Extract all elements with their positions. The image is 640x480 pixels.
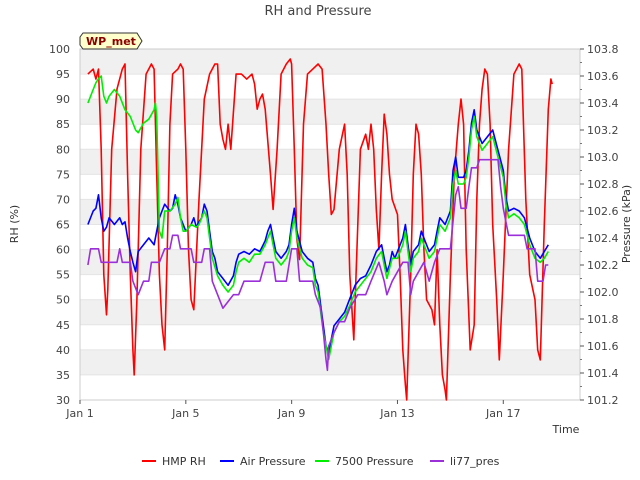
legend: HMP RH Air Pressure 7500 Pressure li77_pres [142,455,500,468]
y-tick-label-right: 103.2 [587,124,619,137]
y-tick-label-left: 35 [56,369,70,382]
grid-band [80,149,580,175]
x-tick-label: Jan 17 [485,407,520,420]
y-tick-label-left: 85 [56,118,70,131]
x-tick-label: Jan 13 [379,407,414,420]
y-tick-label-right: 101.4 [587,367,619,380]
y-tick-label-right: 101.6 [587,340,619,353]
series-line-li77-pres [87,158,549,372]
legend-item: Air Pressure [220,455,306,468]
y-tick-label-left: 60 [56,244,70,257]
series-lines [87,58,553,401]
x-tick-label: Jan 5 [171,407,199,420]
y-tick-label-left: 95 [56,68,70,81]
y-tick-label-right: 102.0 [587,286,619,299]
station-badge-box [79,32,143,50]
y-tick-label-right: 103.8 [587,43,619,56]
legend-label: Air Pressure [240,455,306,468]
x-tick-label: Jan 1 [65,407,93,420]
grid-band [80,49,580,75]
y-tick-label-left: 40 [56,344,70,357]
y-tick-label-right: 102.4 [587,232,619,245]
y-axis-label-right: Pressure (kPa) [620,185,633,263]
y-axis-right: 101.2 101.4 101.6 101.8 102.0 102.2 102.4 102.6… [580,43,619,407]
y-tick-label-left: 100 [49,43,70,56]
y-tick-label-left: 45 [56,319,70,332]
y-tick-label-left: 70 [56,193,70,206]
y-tick-label-left: 90 [56,93,70,106]
y-axis-left: 30 35 40 45 50 55 60 65 70 75 80 85 90 95 100 [49,43,70,407]
y-tick-label-left: 55 [56,269,70,282]
legend-label: HMP RH [162,455,206,468]
legend-label: li77_pres [450,455,500,468]
series-line-7500-pressure [87,75,549,361]
y-axis-label-left: RH (%) [8,205,21,243]
chart-title: RH and Pressure [264,4,371,19]
y-tick-label-left: 80 [56,143,70,156]
legend-item: li77_pres [430,455,500,468]
y-tick-label-right: 103.0 [587,151,619,164]
station-badge: WP_met [79,32,143,50]
y-tick-label-left: 30 [56,394,70,407]
legend-item: 7500 Pressure [315,455,414,468]
x-tick-label: Jan 9 [277,407,305,420]
y-tick-label-right: 102.8 [587,178,619,191]
y-tick-label-right: 101.8 [587,313,619,326]
y-tick-label-right: 103.4 [587,97,619,110]
legend-item: HMP RH [142,455,206,468]
y-tick-label-left: 75 [56,168,70,181]
y-tick-label-left: 50 [56,294,70,307]
legend-label: 7500 Pressure [335,455,414,468]
x-axis: Jan 1 Jan 5 Jan 9 Jan 13 Jan 17 [65,400,521,420]
grid-band [80,299,580,325]
station-badge-label: WP_met [86,35,136,48]
y-tick-label-right: 102.6 [587,205,619,218]
x-axis-label: Time [552,423,580,436]
grid-band [80,99,580,125]
series-line-hmp-rh [87,58,553,401]
y-tick-label-left: 65 [56,219,70,232]
y-tick-label-right: 102.2 [587,259,619,272]
y-tick-label-right: 101.2 [587,394,619,407]
y-tick-label-right: 103.6 [587,70,619,83]
